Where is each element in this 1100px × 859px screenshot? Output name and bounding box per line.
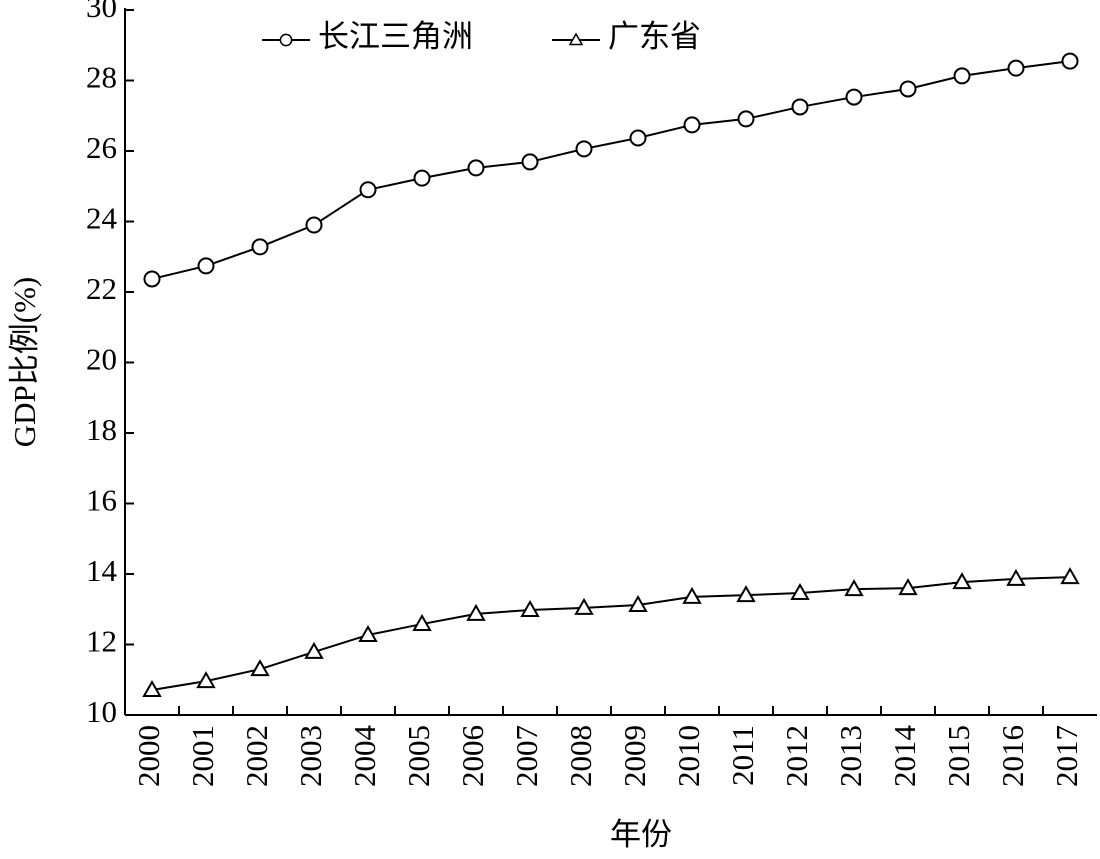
marker (736, 585, 756, 603)
marker (466, 603, 486, 621)
marker (899, 80, 917, 98)
marker (575, 140, 593, 158)
marker (413, 169, 431, 187)
y-axis-label: GDP比例(%) (7, 277, 42, 448)
x-tick-label: 2007 (509, 725, 544, 787)
x-tick-label: 2017 (1049, 725, 1084, 787)
marker (629, 129, 647, 147)
x-tick-label: 2012 (779, 725, 814, 787)
marker (467, 159, 485, 177)
y-tick-label: 16 (86, 483, 117, 518)
y-tick-label: 24 (86, 201, 118, 236)
x-tick-label: 2004 (347, 725, 382, 788)
marker (412, 614, 432, 632)
marker (790, 583, 810, 601)
marker (520, 599, 540, 617)
marker (359, 181, 377, 199)
marker (142, 679, 162, 697)
marker (279, 33, 293, 47)
series-line (151, 60, 1071, 280)
x-tick-label: 2005 (401, 725, 436, 787)
marker (682, 586, 702, 604)
y-tick-label: 14 (86, 553, 118, 588)
x-tick-label: 2006 (455, 725, 490, 787)
x-tick-label: 2013 (833, 725, 868, 787)
marker (953, 67, 971, 85)
marker (196, 671, 216, 689)
x-tick-label: 2015 (941, 725, 976, 787)
y-tick-label: 12 (86, 624, 117, 659)
marker (250, 659, 270, 677)
marker (568, 32, 584, 46)
legend-label: 长江三角洲 (318, 19, 473, 54)
y-tick-label: 28 (86, 60, 117, 95)
x-tick-label: 2011 (725, 725, 760, 786)
marker (845, 88, 863, 106)
marker (737, 110, 755, 128)
x-tick-label: 2014 (887, 725, 922, 788)
x-tick-label: 2000 (131, 725, 166, 787)
marker (574, 597, 594, 615)
marker (143, 270, 161, 288)
marker (791, 98, 809, 116)
marker (1007, 59, 1025, 77)
y-tick-label: 18 (86, 412, 117, 447)
marker (197, 257, 215, 275)
marker (1006, 568, 1026, 586)
marker (683, 116, 701, 134)
y-tick-label: 22 (86, 271, 117, 306)
x-tick-label: 2009 (617, 725, 652, 787)
x-tick-label: 2002 (239, 725, 274, 787)
x-tick-label: 2001 (185, 725, 220, 787)
series-line (151, 576, 1071, 691)
legend-label: 广东省 (608, 19, 701, 54)
marker (1060, 567, 1080, 585)
marker (305, 216, 323, 234)
x-tick-label: 2010 (671, 725, 706, 787)
x-tick-label: 2016 (995, 725, 1030, 787)
marker (521, 153, 539, 171)
x-axis-label: 年份 (610, 817, 672, 852)
y-tick-label: 10 (86, 694, 117, 729)
marker (1061, 52, 1079, 70)
marker (628, 595, 648, 613)
y-tick-label: 30 (86, 0, 117, 24)
y-tick-label: 26 (86, 130, 117, 165)
x-tick-label: 2008 (563, 725, 598, 787)
marker (952, 572, 972, 590)
marker (304, 641, 324, 659)
marker (898, 578, 918, 596)
x-tick-label: 2003 (293, 725, 328, 787)
y-tick-label: 20 (86, 342, 117, 377)
marker (251, 238, 269, 256)
marker (844, 579, 864, 597)
marker (358, 624, 378, 642)
